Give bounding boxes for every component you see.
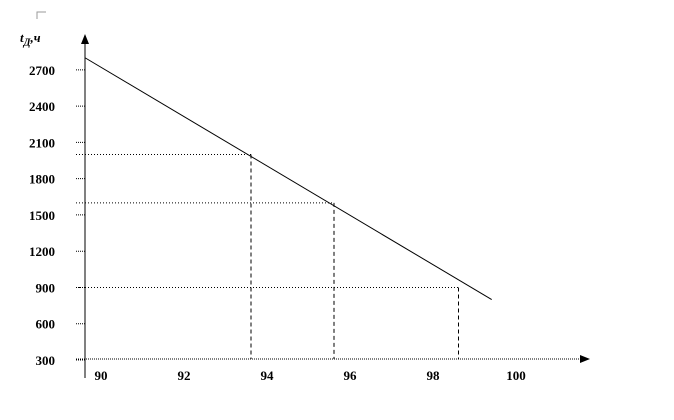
corner-mark: [36, 11, 46, 19]
x-tick-label-96: 96: [344, 368, 358, 383]
y-tick-label-1200: 1200: [29, 244, 55, 259]
x-tick-label-90: 90: [95, 368, 108, 383]
y-tick-label-1500: 1500: [29, 208, 55, 223]
y-tick-label-1800: 1800: [29, 172, 55, 187]
y-axis-arrow-icon: [81, 34, 89, 44]
x-tick-label-100: 100: [506, 368, 526, 383]
y-tick-label-2700: 2700: [29, 63, 55, 78]
y-axis-label: tД,ч: [20, 30, 41, 49]
x-tick-label-98: 98: [427, 368, 441, 383]
y-axis-label-sub: Д: [23, 37, 31, 49]
x-tick-label-92: 92: [178, 368, 191, 383]
y-axis-label-main: t: [20, 30, 24, 45]
y-tick-label-900: 900: [36, 280, 56, 295]
x-tick-label-94: 94: [261, 368, 275, 383]
y-axis-label-unit: ,ч: [30, 30, 41, 45]
x-axis-arrow-icon: [580, 355, 590, 363]
y-tick-label-2400: 2400: [29, 99, 55, 114]
series-line-0: [84, 57, 492, 300]
y-tick-label-300: 300: [36, 353, 56, 368]
y-tick-label-2100: 2100: [29, 135, 55, 150]
y-tick-label-600: 600: [36, 317, 56, 332]
